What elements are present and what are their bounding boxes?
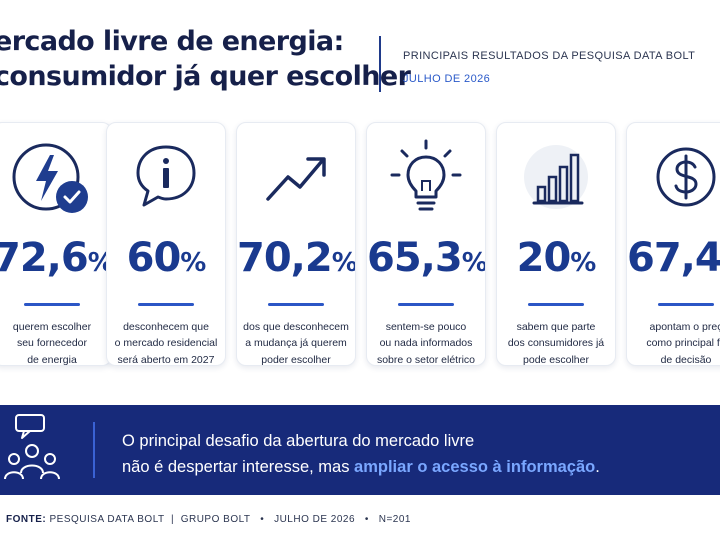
footer-group: GRUPO BOLT (180, 514, 251, 525)
dollar-icon (627, 137, 720, 217)
header-divider (379, 36, 381, 92)
stat-underline (24, 303, 80, 306)
stat-underline (658, 303, 714, 306)
key-insight-banner: O principal desafio da abertura do merca… (0, 405, 720, 495)
header: ercado livre de energia: consumidor já q… (0, 0, 720, 120)
footer-bullet: • (260, 514, 265, 525)
footer-separator: | (171, 514, 175, 525)
stat-underline (398, 303, 454, 306)
footer-bullet: • (364, 514, 369, 525)
stat-description: sentem-se pouco ou nada informados sobre… (376, 321, 476, 366)
stat-description: sabem que parte dos consumidores já pode… (507, 321, 605, 366)
trend-up-icon (237, 137, 355, 217)
footer-sample-size: N=201 (378, 514, 411, 525)
stat-underline (138, 303, 194, 306)
people-group-icon (2, 413, 62, 489)
footer-source: FONTE: PESQUISA DATA BOLT | GRUPO BOLT •… (6, 514, 411, 525)
stat-description: desconhecem que o mercado residencial se… (114, 321, 218, 366)
footer-date: JULHO DE 2026 (274, 514, 356, 525)
bar-chart-icon (497, 137, 615, 217)
stat-description: dos que desconhecem a mudança já querem … (243, 321, 349, 366)
stat-value: 20% (516, 235, 597, 281)
stat-card-aware-choice: 20% sabem que parte dos consumidores já … (496, 122, 616, 366)
lightbulb-icon (367, 137, 485, 217)
stat-card-choose-supplier: 72,6% querem escolher seu fornecedor de … (0, 122, 112, 366)
stat-card-price-factor: 67,4% apontam o preç como principal fa d… (626, 122, 720, 366)
page-date: JULHO DE 2026 (403, 73, 491, 85)
page-title-line1: ercado livre de energia: (0, 26, 344, 57)
stat-value: 65,3% (367, 235, 486, 281)
lightning-check-icon (0, 137, 111, 217)
info-chat-icon (107, 137, 225, 217)
stat-value: 60% (126, 235, 207, 281)
stat-value: 72,6% (0, 235, 112, 281)
stat-card-unaware-opening: 60% desconhecem que o mercado residencia… (106, 122, 226, 366)
footer-source-name: PESQUISA DATA BOLT (49, 514, 165, 525)
banner-line2: não é despertar interesse, mas ampliar o… (122, 457, 600, 476)
stat-value: 70,2% (237, 235, 356, 281)
stat-value: 67,4% (627, 235, 720, 281)
banner-divider (93, 422, 95, 478)
banner-line1: O principal desafio da abertura do merca… (122, 432, 475, 450)
stat-card-want-choice: 70,2% dos que desconhecem a mudança já q… (236, 122, 356, 366)
stat-description: querem escolher seu fornecedor de energi… (12, 321, 92, 366)
page-subtitle: PRINCIPAIS RESULTADOS DA PESQUISA DATA B… (403, 50, 696, 62)
stat-underline (528, 303, 584, 306)
stat-underline (268, 303, 324, 306)
banner-message: O principal desafio da abertura do merca… (122, 429, 600, 480)
page-title-line2: consumidor já quer escolher (0, 61, 411, 92)
stats-cards: 72,6% querem escolher seu fornecedor de … (0, 122, 720, 392)
stat-description: apontam o preç como principal fa de deci… (646, 321, 720, 366)
banner-highlight: ampliar o acesso à informação (354, 457, 596, 476)
stat-card-uninformed: 65,3% sentem-se pouco ou nada informados… (366, 122, 486, 366)
footer-label: FONTE: (6, 514, 47, 525)
